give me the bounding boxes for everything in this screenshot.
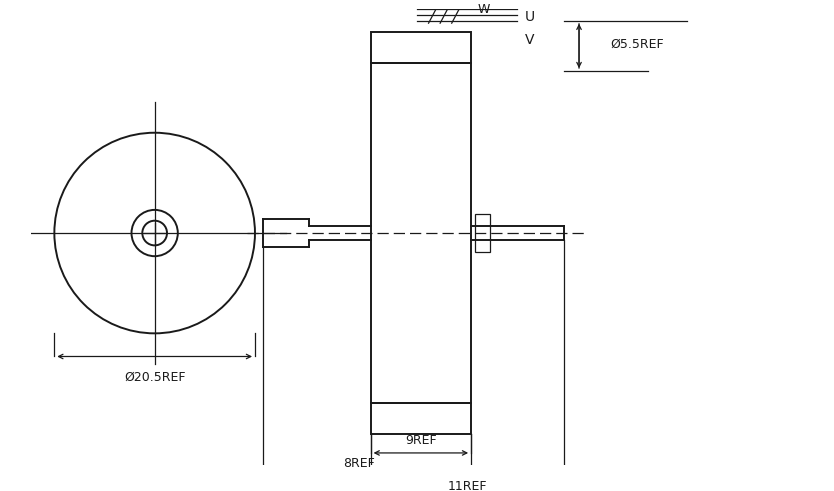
Bar bbox=[475, 214, 490, 252]
Bar bbox=[370, 32, 471, 63]
Text: 8REF: 8REF bbox=[344, 457, 375, 470]
Text: 9REF: 9REF bbox=[405, 434, 437, 447]
Text: W: W bbox=[477, 3, 490, 16]
Text: U: U bbox=[525, 10, 535, 24]
Text: 11REF: 11REF bbox=[447, 480, 487, 491]
Text: V: V bbox=[525, 33, 535, 47]
Text: Ø20.5REF: Ø20.5REF bbox=[124, 370, 185, 383]
Bar bbox=[370, 63, 471, 403]
Bar bbox=[370, 403, 471, 434]
Text: Ø5.5REF: Ø5.5REF bbox=[610, 37, 664, 51]
